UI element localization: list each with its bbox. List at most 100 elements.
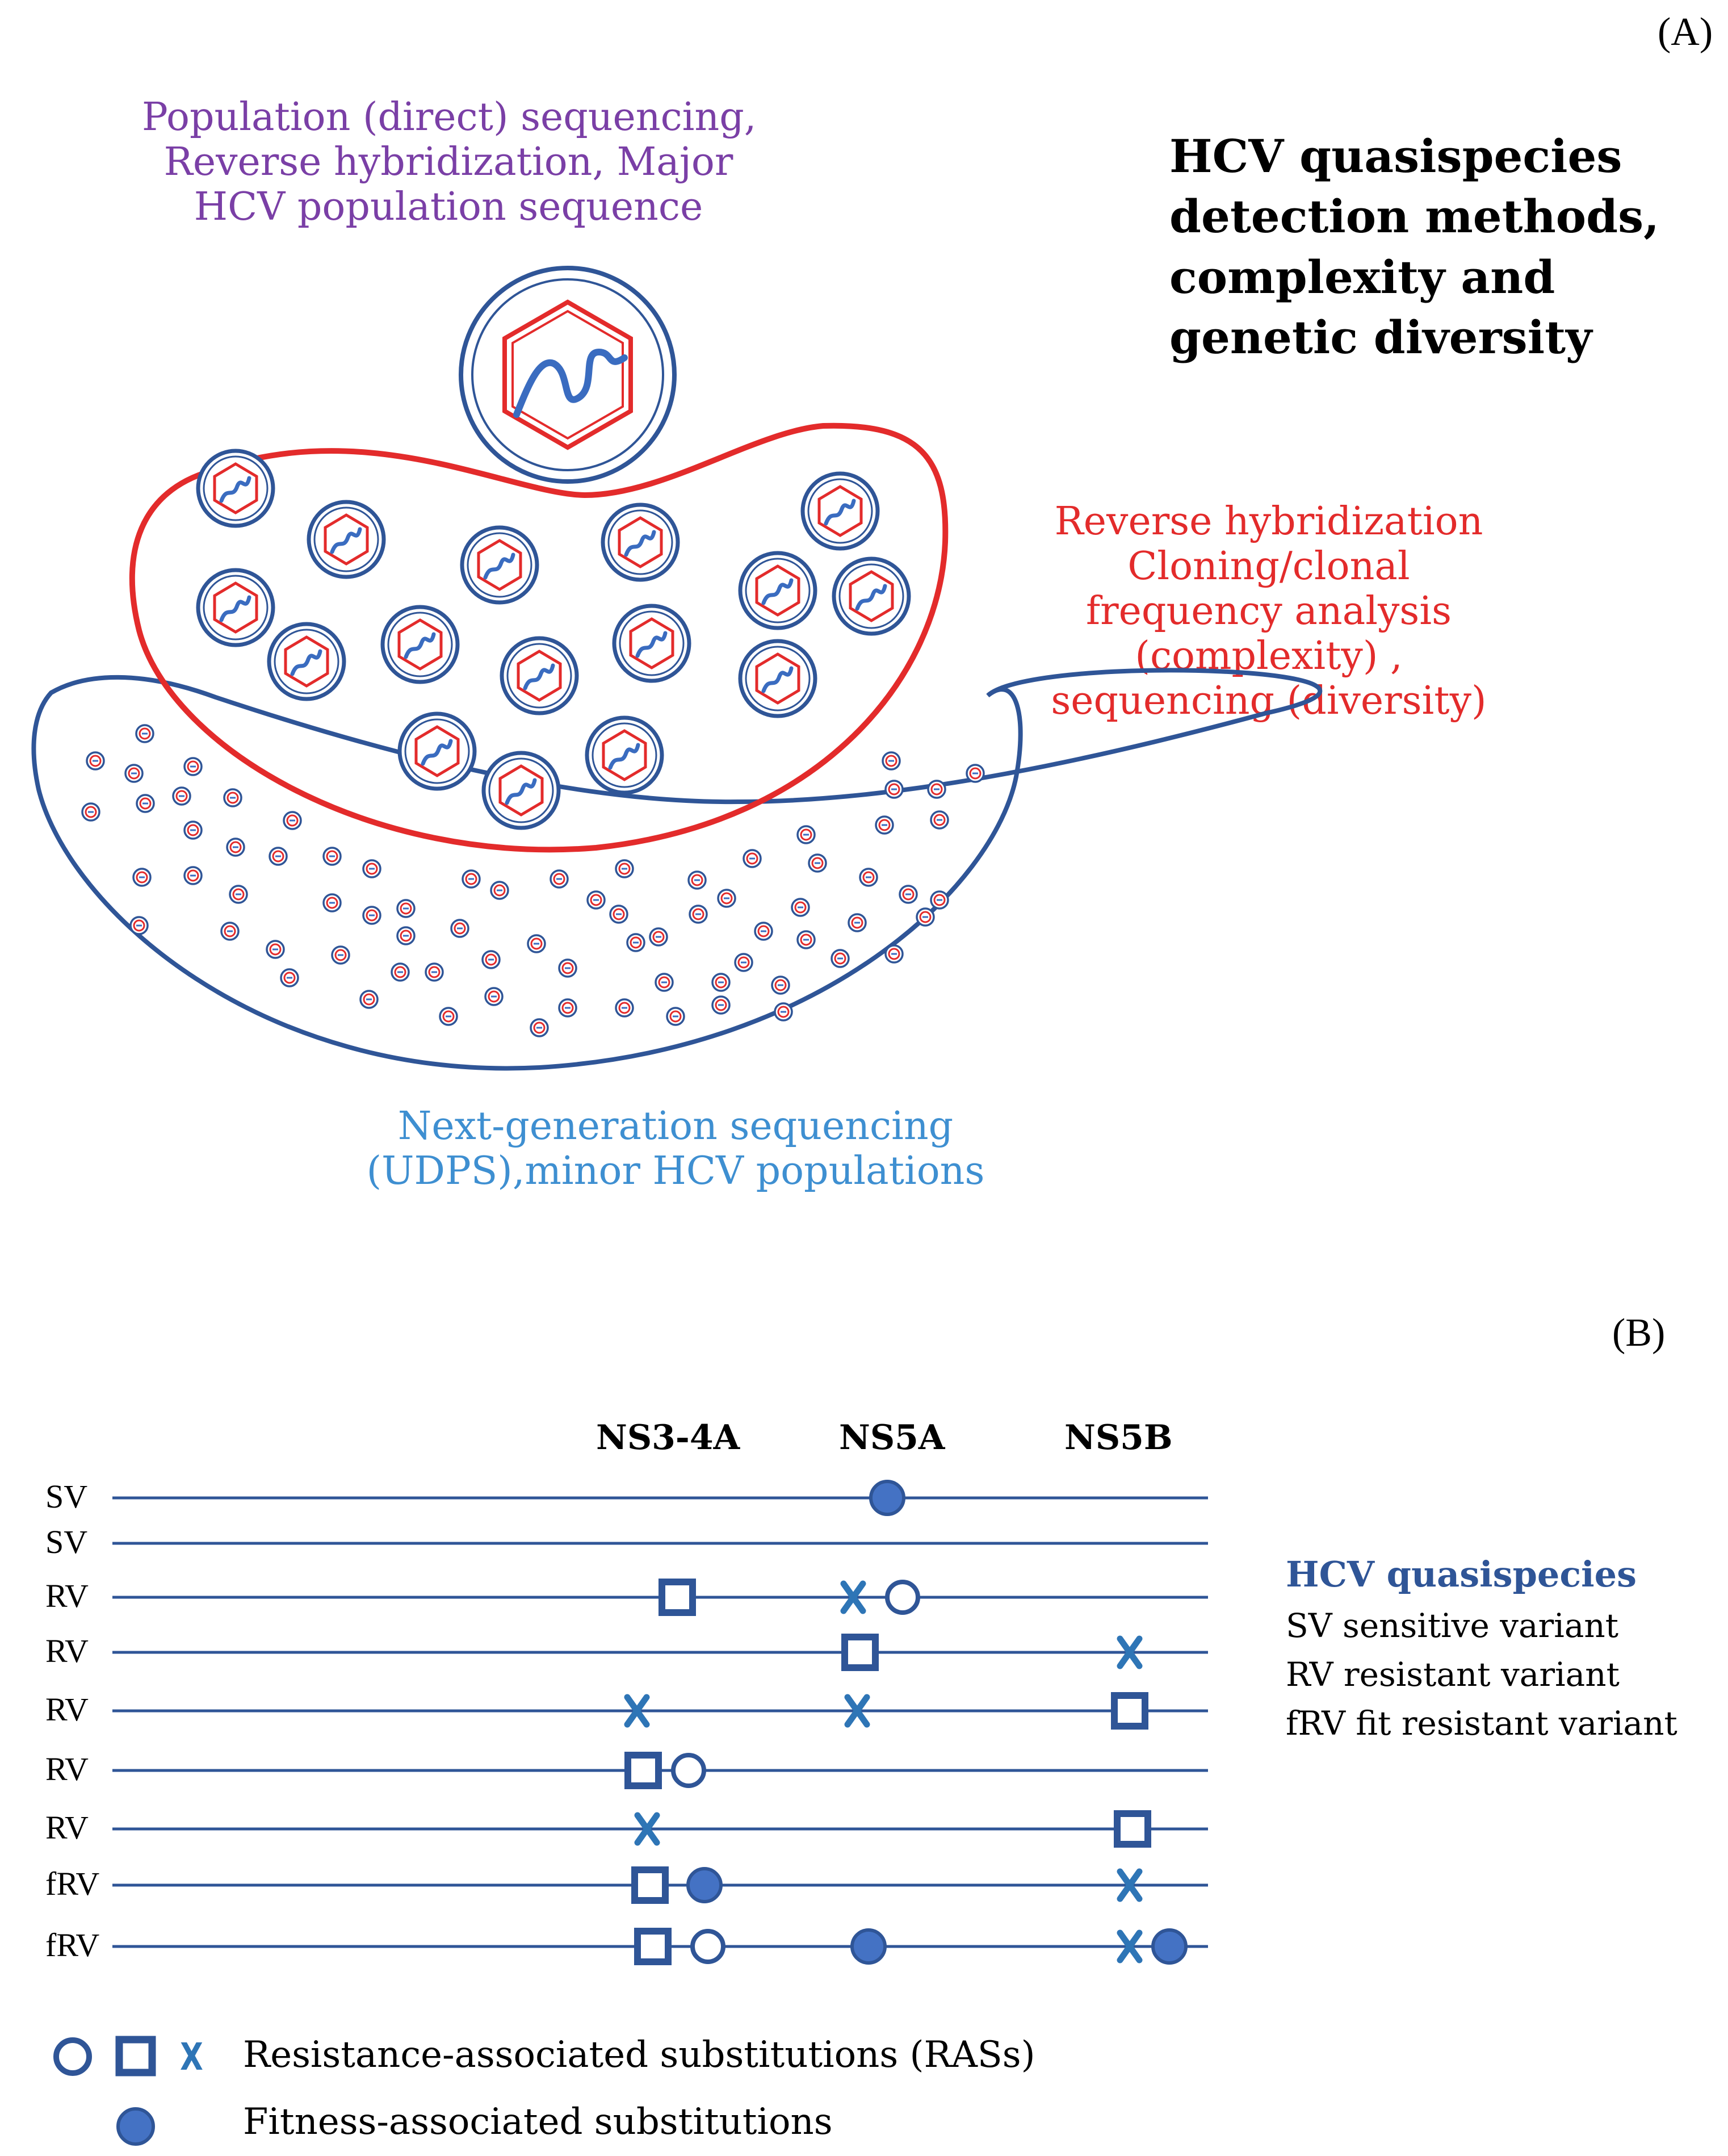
ras-x-mark [624,1694,650,1728]
ngs-minor-variant [391,962,410,982]
ras-x-mark [1117,1868,1143,1902]
fitness-filled-circle [1151,1928,1188,1965]
title-line: complexity and [1169,250,1555,304]
ngs-minor-variant [558,998,577,1018]
ras-open-circle [671,1753,706,1788]
right-caption-line: frequency analysis [1086,588,1452,634]
ngs-minor-variant [530,1018,549,1037]
ras-square [634,1928,672,1965]
ngs-minor-variant [183,757,203,776]
fitness-filled-circle [869,1480,905,1516]
gene-ns5a: NS5A [839,1418,945,1458]
ras-x-mark [840,1580,866,1614]
clone-virion [502,638,577,713]
ngs-minor-variant [86,751,105,771]
row-label: RV [45,1577,89,1614]
ngs-minor-variant [649,927,668,947]
title-line: genetic diversity [1169,311,1592,365]
ras-square [631,1866,669,1904]
ngs-minor-variant [490,881,509,900]
ngs-minor-variant [362,906,381,925]
ngs-minor-variant [462,869,481,889]
key-square [115,2036,156,2077]
title-line: detection methods, [1169,190,1659,244]
right-caption-line: Reverse hybridization [1054,499,1483,544]
ngs-minor-variant [81,802,100,822]
ngs-minor-variant [615,859,634,878]
ngs-minor-variant [362,859,381,878]
ngs-minor-variant [223,788,242,807]
clone-virion [803,474,878,549]
ras-open-circle [690,1929,725,1964]
panel-a-label: (A) [1658,10,1713,54]
ras-square [624,1752,662,1789]
ngs-minor-variant [859,868,878,887]
gene-ns3-4a: NS3-4A [596,1418,740,1458]
ngs-minor-variant [450,919,469,938]
ngs-minor-variant [754,922,773,941]
ngs-minor-variant [808,853,827,873]
ngs-minor-variant [331,945,350,965]
row-label: SV [45,1523,88,1560]
ngs-minor-variant [124,764,144,783]
ngs-minor-variant [884,944,904,964]
clone-virion [198,570,273,645]
ngs-minor-variant [655,973,674,992]
ngs-minor-variant [266,940,285,959]
ngs-minor-variant [609,905,628,924]
row-label: fRV [45,1927,100,1964]
ngs-minor-variant [527,934,546,953]
key-x: X [180,2035,203,2079]
legend-item-sv: SV sensitive variant [1286,1606,1619,1645]
ras-square [1111,1692,1148,1730]
ngs-minor-variant [774,1002,793,1022]
clone-virion [740,553,815,628]
row-label: RV [45,1632,89,1669]
fitness-filled-circle [850,1928,887,1965]
ngs-minor-variant [269,847,288,866]
ngs-minor-variant [848,913,867,932]
ngs-minor-variant [927,780,946,799]
ngs-minor-variant [322,893,342,912]
ngs-minor-variant [899,885,918,904]
panel-a-title: HCV quasispecies detection methods, comp… [1169,126,1659,368]
major-virion [459,266,677,484]
clone-virion [309,502,384,577]
legend-title: HCV quasispecies [1286,1554,1637,1595]
ras-x-mark [844,1694,870,1728]
ngs-minor-variant [135,724,154,743]
clone-virion [614,606,689,681]
bottom-caption-line: (UDPS),minor HCV populations [366,1148,985,1194]
row-label: SV [45,1478,88,1515]
ngs-minor-variant [711,973,731,992]
ngs-minor-variant [626,933,645,952]
ngs-minor-variant [550,869,569,889]
ngs-minor-variant [481,950,501,969]
ras-square [841,1634,879,1671]
right-caption-line: Cloning/clonal [1127,543,1410,589]
clone-virion [198,451,273,526]
row-label: RV [45,1751,89,1787]
ngs-minor-variant [183,866,203,885]
ras-open-circle [885,1580,920,1615]
panel-b-label: (B) [1612,1311,1666,1355]
ngs-minor-variant [687,870,707,890]
ngs-minor-variant [930,810,949,830]
clone-virion [603,505,678,580]
ngs-minor-variant [666,1007,685,1026]
legend-item-rv: RV resistant variant [1286,1655,1620,1694]
ngs-minor-variant [966,764,985,783]
gene-ns5b: NS5B [1064,1418,1173,1458]
legend-item-frv: fRV fit resistant variant [1286,1704,1677,1743]
row-label: RV [45,1691,89,1728]
ngs-minor-variant [136,794,155,813]
clone-virion [400,714,475,789]
ngs-minor-variant [132,868,152,887]
row-label: fRV [45,1865,100,1902]
ngs-minor-variant [425,962,444,982]
ngs-minor-variant [183,820,203,840]
ngs-minor-variant [359,990,379,1009]
ngs-minor-variant [396,899,416,918]
ngs-minor-variant [283,811,302,830]
ngs-minor-variant [717,889,736,908]
